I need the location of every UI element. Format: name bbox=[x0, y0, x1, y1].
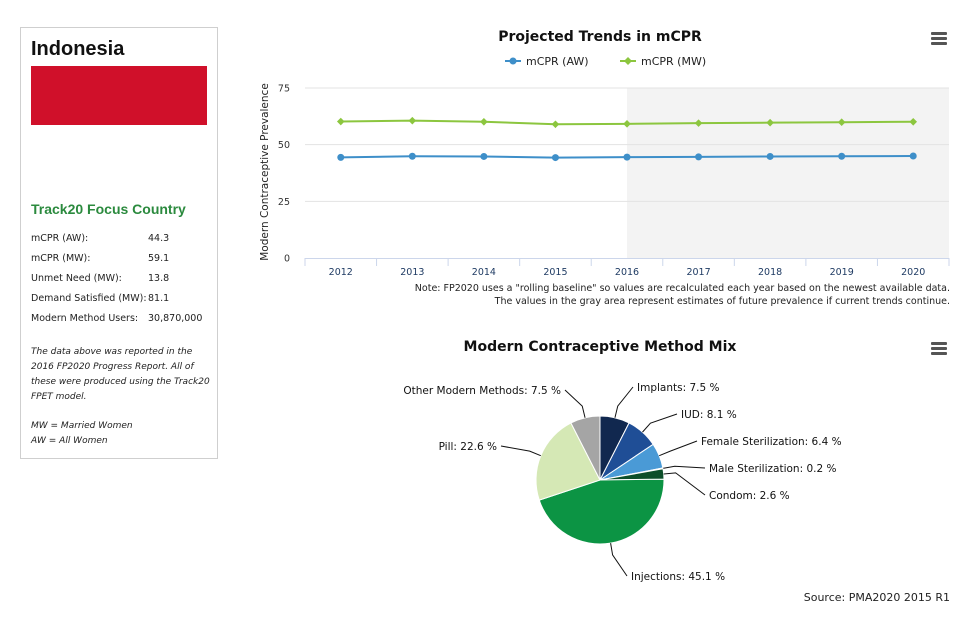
stat-value: 81.1 bbox=[148, 293, 170, 304]
y-tick-label: 50 bbox=[278, 140, 290, 151]
y-tick-label: 75 bbox=[278, 84, 290, 95]
mw-definition: MW = Married Women bbox=[31, 421, 133, 431]
x-tick-label: 2019 bbox=[830, 267, 854, 278]
stat-value: 59.1 bbox=[148, 253, 170, 264]
projection-area bbox=[627, 88, 949, 258]
data-point bbox=[766, 118, 774, 127]
aw-definition: AW = All Women bbox=[31, 436, 108, 446]
data-point bbox=[623, 120, 631, 128]
trend-note-rolling-baseline: Note: FP2020 uses a "rolling baseline" s… bbox=[414, 283, 950, 294]
stats-list: mCPR (AW): 44.3 mCPR (MW): 59.1 Unmet Need… bbox=[31, 233, 211, 333]
data-point bbox=[909, 117, 918, 126]
data-label-connector bbox=[663, 472, 706, 496]
data-label-connector bbox=[662, 465, 706, 469]
trend-line-chart: Projected Trends in mCPR Modern Contrace… bbox=[259, 29, 950, 278]
stat-label: Demand Satisfied (MW): bbox=[31, 293, 147, 304]
data-label: Implants: 7.5 % bbox=[637, 382, 719, 394]
data-label-connector bbox=[564, 389, 586, 418]
x-tick-label: 2016 bbox=[615, 267, 639, 278]
data-label: Injections: 45.1 % bbox=[631, 571, 725, 583]
data-label-connector bbox=[642, 413, 678, 433]
data-point bbox=[623, 153, 631, 161]
stat-label: mCPR (AW): bbox=[31, 233, 89, 244]
chart-title: Projected Trends in mCPR bbox=[498, 29, 702, 45]
data-point bbox=[551, 120, 560, 129]
x-tick-label: 2014 bbox=[472, 267, 496, 278]
data-source: Source: PMA2020 2015 R1 bbox=[803, 591, 950, 604]
data-point bbox=[766, 152, 774, 160]
x-tick-label: 2017 bbox=[686, 267, 710, 278]
data-label-connector bbox=[610, 543, 628, 577]
data-label: Condom: 2.6 % bbox=[709, 490, 790, 502]
data-label: Female Sterilization: 6.4 % bbox=[701, 436, 842, 448]
stat-value: 30,870,000 bbox=[148, 313, 203, 324]
data-label-connector bbox=[500, 445, 541, 457]
legend-label: mCPR (MW) bbox=[641, 55, 706, 68]
x-tick-label: 2018 bbox=[758, 267, 782, 278]
stat-value: 13.8 bbox=[148, 273, 170, 284]
data-label: Male Sterilization: 0.2 % bbox=[709, 463, 836, 475]
stat-label: mCPR (MW): bbox=[31, 253, 91, 264]
data-point bbox=[838, 152, 846, 160]
legend-marker bbox=[624, 57, 632, 65]
trend-note-gray-area: The values in the gray area represent es… bbox=[494, 296, 950, 307]
data-point bbox=[337, 153, 345, 161]
data-label: Pill: 22.6 % bbox=[439, 441, 497, 453]
data-point bbox=[909, 152, 917, 160]
country-panel: Indonesia Track20 Focus Country mCPR (AW… bbox=[20, 27, 218, 459]
x-tick-label: 2020 bbox=[901, 267, 925, 278]
stat-row: mCPR (AW): 44.3 bbox=[31, 233, 211, 253]
data-point bbox=[837, 118, 846, 127]
focus-country-label: Track20 Focus Country bbox=[31, 201, 186, 217]
stat-label: Unmet Need (MW): bbox=[31, 273, 122, 284]
stat-row: Modern Method Users: 30,870,000 bbox=[31, 313, 211, 333]
data-point bbox=[551, 154, 559, 162]
x-tick-label: 2015 bbox=[543, 267, 567, 278]
y-tick-label: 25 bbox=[278, 197, 290, 208]
data-label: IUD: 8.1 % bbox=[681, 409, 737, 421]
country-name: Indonesia bbox=[31, 38, 125, 60]
data-point bbox=[695, 153, 703, 161]
stat-row: Demand Satisfied (MW): 81.1 bbox=[31, 293, 211, 313]
x-tick-label: 2013 bbox=[400, 267, 424, 278]
pie-slice bbox=[538, 478, 665, 545]
stat-value: 44.3 bbox=[148, 233, 170, 244]
data-point bbox=[480, 117, 488, 126]
data-point bbox=[408, 116, 417, 125]
stat-row: Unmet Need (MW): 13.8 bbox=[31, 273, 211, 293]
data-label: Other Modern Methods: 7.5 % bbox=[403, 385, 561, 397]
data-point bbox=[408, 152, 416, 160]
x-tick-label: 2012 bbox=[329, 267, 353, 278]
data-point bbox=[480, 152, 488, 160]
stat-row: mCPR (MW): 59.1 bbox=[31, 253, 211, 273]
stat-label: Modern Method Users: bbox=[31, 313, 139, 324]
chart-menu-icon[interactable] bbox=[931, 342, 947, 355]
pie-slice bbox=[535, 422, 601, 501]
data-label-connector bbox=[614, 386, 634, 418]
legend-marker bbox=[509, 57, 517, 65]
data-point bbox=[336, 117, 345, 126]
report-note: The data above was reported in the 2016 … bbox=[31, 347, 210, 402]
chart-title: Modern Contraceptive Method Mix bbox=[464, 339, 737, 355]
legend-label: mCPR (AW) bbox=[526, 55, 589, 68]
country-flag bbox=[31, 66, 207, 125]
abbreviation-legend: MW = Married Women AW = All Women bbox=[31, 419, 133, 449]
y-axis-label: Modern Contraceptive Prevalence bbox=[259, 83, 271, 261]
y-tick-label: 0 bbox=[284, 254, 290, 265]
data-label-connector bbox=[659, 440, 698, 457]
pie-slice bbox=[570, 415, 601, 481]
data-point bbox=[694, 119, 703, 127]
method-mix-pie-chart: Modern Contraceptive Method Mix Implants… bbox=[403, 339, 842, 583]
chart-menu-icon[interactable] bbox=[931, 32, 947, 45]
